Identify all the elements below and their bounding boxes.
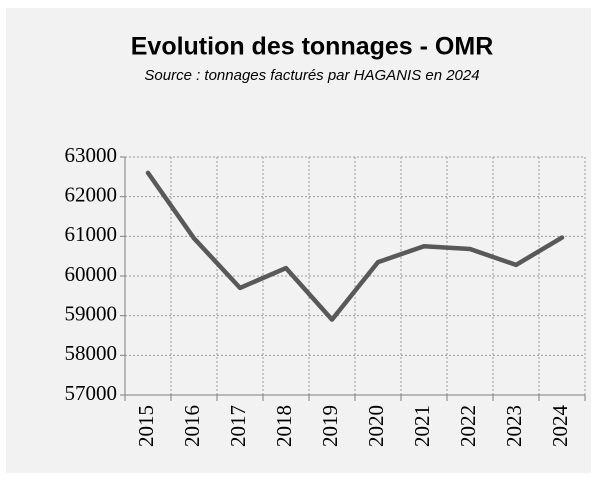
x-tick-label: 2024	[548, 405, 572, 448]
chart-subtitle: Source : tonnages facturés par HAGANIS e…	[144, 67, 479, 84]
x-tick-label: 2023	[502, 405, 526, 447]
y-tick-label: 59000	[65, 301, 118, 325]
x-tick-label: 2021	[410, 405, 434, 447]
y-tick-label: 58000	[65, 341, 118, 365]
x-tick-label: 2019	[318, 405, 342, 447]
y-tick-label: 60000	[65, 262, 118, 286]
x-tick-label: 2018	[272, 405, 296, 447]
y-tick-label: 63000	[65, 143, 118, 167]
x-tick-label: 2016	[180, 405, 204, 447]
x-tick-label: 2017	[226, 405, 250, 447]
x-tick-label: 2022	[456, 405, 480, 447]
data-line	[145, 170, 565, 322]
x-tick-label: 2015	[134, 405, 158, 447]
x-tick-label: 2020	[364, 405, 388, 447]
y-tick-label: 61000	[65, 222, 118, 246]
chart-title: Evolution des tonnages - OMR	[131, 33, 494, 61]
y-tick-label: 57000	[65, 381, 118, 405]
y-tick-label: 62000	[65, 182, 118, 206]
